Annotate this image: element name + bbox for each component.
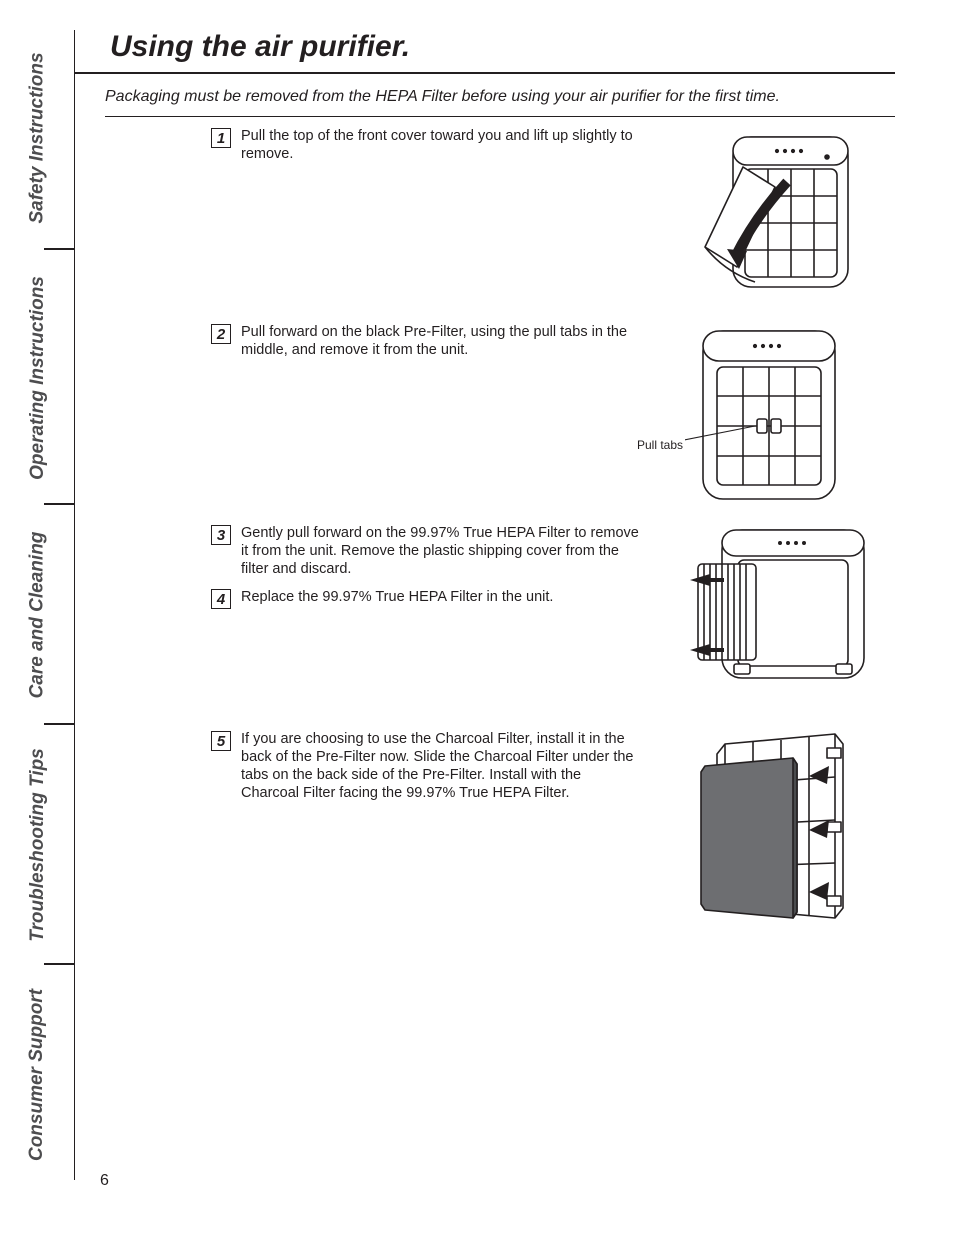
- step-number-box: 2: [211, 324, 231, 344]
- step-text: Pull forward on the black Pre-Filter, us…: [241, 323, 641, 359]
- tab-consumer-support: Consumer Support: [0, 970, 75, 1180]
- step-text: Pull the top of the front cover toward y…: [241, 127, 641, 163]
- tab-label: Care and Cleaning: [27, 532, 49, 699]
- step-number-box: 3: [211, 525, 231, 545]
- tab-label: Consumer Support: [27, 989, 49, 1161]
- step-row-1: 1 Pull the top of the front cover toward…: [105, 127, 925, 317]
- steps-container: 1 Pull the top of the front cover toward…: [105, 127, 925, 940]
- tab-care-and-cleaning: Care and Cleaning: [0, 510, 75, 720]
- step-4: 4 Replace the 99.97% True HEPA Filter in…: [211, 588, 641, 609]
- step-3: 3 Gently pull forward on the 99.97% True…: [211, 524, 641, 578]
- tab-separator: [44, 723, 75, 725]
- step-number-box: 1: [211, 128, 231, 148]
- tab-troubleshooting-tips: Troubleshooting Tips: [0, 730, 75, 960]
- subtitle-rule: [105, 116, 895, 117]
- step-number-box: 5: [211, 731, 231, 751]
- step-row-3: 3 Gently pull forward on the 99.97% True…: [105, 524, 925, 724]
- step-text: If you are choosing to use the Charcoal …: [241, 730, 641, 803]
- tab-label: Safety Instructions: [27, 52, 49, 223]
- tab-label: Troubleshooting Tips: [27, 748, 49, 942]
- tab-operating-instructions: Operating Instructions: [0, 255, 75, 500]
- callout-pull-tabs: Pull tabs: [637, 438, 683, 452]
- title-rule: [75, 72, 895, 74]
- step-number-box: 4: [211, 589, 231, 609]
- step-row-4: 5 If you are choosing to use the Charcoa…: [105, 730, 925, 940]
- illustration-remove-front-cover: [675, 127, 865, 312]
- tab-safety-instructions: Safety Instructions: [0, 30, 75, 245]
- illustration-charcoal-filter: [685, 730, 855, 935]
- page-number: 6: [100, 1172, 109, 1190]
- step-text: Gently pull forward on the 99.97% True H…: [241, 524, 641, 578]
- illustration-pull-prefilter: [685, 323, 855, 513]
- page-subtitle: Packaging must be removed from the HEPA …: [105, 88, 925, 106]
- step-text: Replace the 99.97% True HEPA Filter in t…: [241, 588, 553, 606]
- illustration-hepa-filter: [660, 524, 875, 689]
- page-title: Using the air purifier.: [110, 30, 925, 64]
- step-row-2: 2 Pull forward on the black Pre-Filter, …: [105, 323, 925, 518]
- step-5: 5 If you are choosing to use the Charcoa…: [211, 730, 641, 803]
- tab-label: Operating Instructions: [27, 276, 49, 480]
- tab-separator: [44, 503, 75, 505]
- step-2: 2 Pull forward on the black Pre-Filter, …: [211, 323, 641, 359]
- page-content: Using the air purifier. Packaging must b…: [75, 30, 925, 946]
- tab-separator: [44, 963, 75, 965]
- step-1: 1 Pull the top of the front cover toward…: [211, 127, 641, 163]
- tab-separator: [44, 248, 75, 250]
- sidebar-tabs: Safety Instructions Operating Instructio…: [0, 30, 75, 1180]
